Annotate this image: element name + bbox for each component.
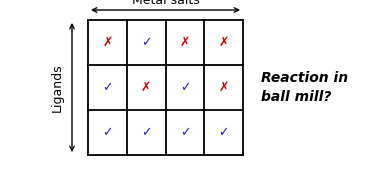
- Text: ✓: ✓: [141, 36, 151, 49]
- Text: Ligands: Ligands: [50, 63, 63, 112]
- Text: ✗: ✗: [180, 36, 190, 49]
- Text: ✗: ✗: [102, 36, 113, 49]
- Text: ✓: ✓: [219, 126, 229, 139]
- Text: ✓: ✓: [102, 81, 113, 94]
- Text: ✗: ✗: [219, 36, 229, 49]
- Text: ✗: ✗: [219, 81, 229, 94]
- Text: ✓: ✓: [180, 81, 190, 94]
- Text: ✗: ✗: [141, 81, 151, 94]
- Text: ✓: ✓: [180, 126, 190, 139]
- Text: Reaction in
ball mill?: Reaction in ball mill?: [261, 71, 348, 104]
- Text: ✓: ✓: [102, 126, 113, 139]
- Text: Metal salts: Metal salts: [132, 0, 199, 7]
- Text: ✓: ✓: [141, 126, 151, 139]
